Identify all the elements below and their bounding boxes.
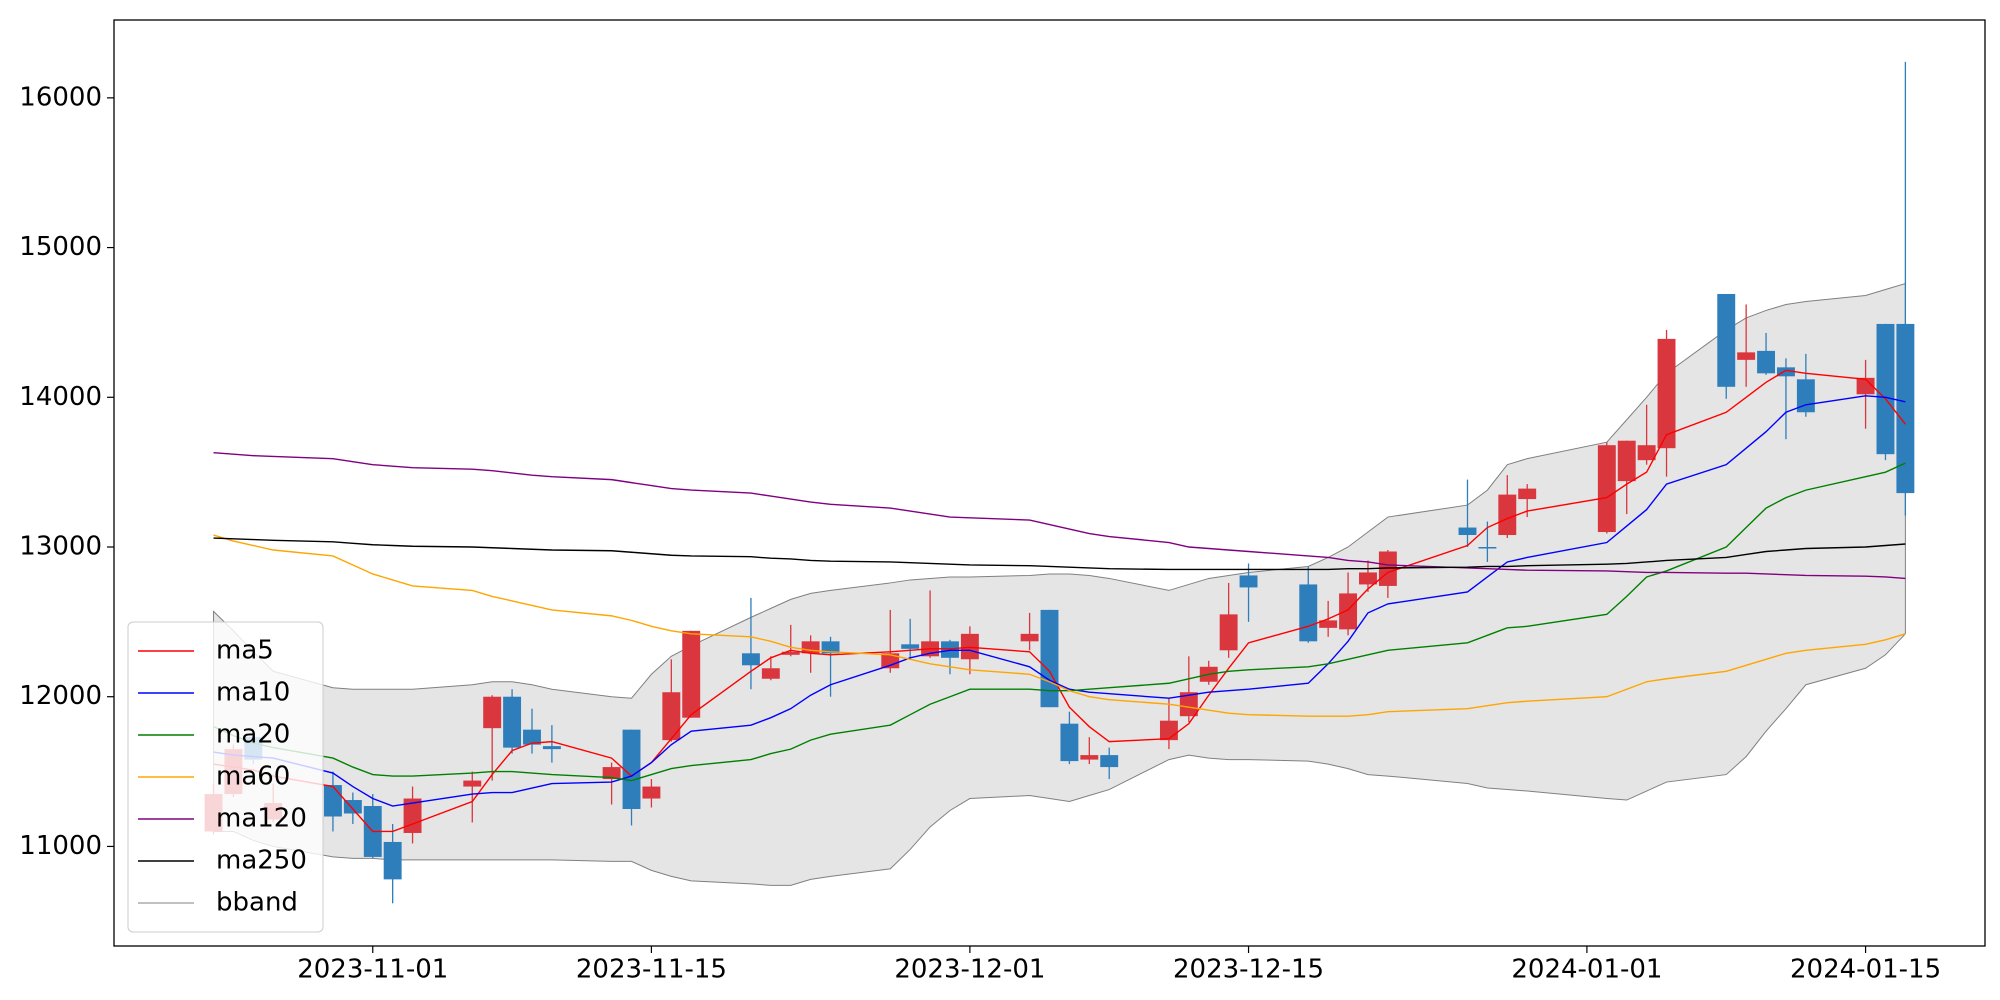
candle-body xyxy=(881,653,900,669)
x-tick-label: 2024-01-15 xyxy=(1790,955,1941,985)
candle-body xyxy=(1876,323,1895,455)
ma-line xyxy=(213,395,1906,807)
candle-body xyxy=(1777,367,1795,377)
candle-body xyxy=(821,641,840,654)
x-tick-label: 2023-12-01 xyxy=(894,955,1045,985)
candle-body xyxy=(1856,377,1875,395)
candle-body xyxy=(741,653,760,666)
legend-label: ma250 xyxy=(216,846,307,876)
candle-body xyxy=(801,641,820,654)
legend-label: ma120 xyxy=(216,804,307,834)
candle-body xyxy=(901,644,920,649)
candle-body xyxy=(781,651,800,655)
candle-body xyxy=(383,841,402,880)
candle-body xyxy=(941,641,959,658)
legend: ma5 ma10 ma20 ma60 ma120 ma250 bband xyxy=(127,621,324,933)
candle-body xyxy=(1339,593,1358,630)
ma-line xyxy=(213,451,1906,580)
candle-body xyxy=(1359,572,1377,585)
candle-body xyxy=(1597,445,1616,533)
candle-body xyxy=(323,785,342,817)
candle-body xyxy=(1239,575,1258,588)
candle-body xyxy=(761,668,780,679)
legend-label: ma60 xyxy=(216,762,290,792)
candle-body xyxy=(1458,527,1477,536)
candle-body xyxy=(503,696,522,748)
candle-body xyxy=(403,798,422,833)
legend-label: ma20 xyxy=(216,720,290,750)
candle-body xyxy=(1040,609,1059,708)
candle-body xyxy=(1896,323,1915,494)
candle-body xyxy=(1757,350,1776,374)
candle-body xyxy=(1219,614,1238,651)
candle-body xyxy=(1378,551,1397,586)
candle-body xyxy=(1080,755,1099,760)
ma-line xyxy=(213,462,1906,782)
candle-body xyxy=(682,630,701,718)
candle-body xyxy=(622,729,641,810)
candle-body xyxy=(1518,488,1537,500)
legend-label: ma10 xyxy=(216,678,290,708)
ma-line xyxy=(213,537,1906,571)
y-tick-label: 16000 xyxy=(19,82,102,112)
candle-body xyxy=(1179,692,1198,717)
candle-body xyxy=(463,780,482,787)
x-tick-label: 2023-11-01 xyxy=(297,955,448,985)
legend-box xyxy=(127,621,324,933)
candle-body xyxy=(1319,620,1338,628)
candle-body xyxy=(1637,445,1656,461)
y-tick-label: 14000 xyxy=(19,382,102,412)
axes-frame xyxy=(113,19,1986,947)
candle-body xyxy=(483,696,502,729)
x-tick-label: 2023-11-15 xyxy=(576,955,727,985)
x-tick-label: 2023-12-15 xyxy=(1173,955,1324,985)
candle-body xyxy=(1299,584,1318,642)
legend-label: bband xyxy=(216,888,298,918)
candle-body xyxy=(1657,338,1676,449)
x-tick-label: 2024-01-01 xyxy=(1511,955,1662,985)
ma-line xyxy=(213,369,1906,833)
candle-body xyxy=(1478,547,1497,549)
candle-body xyxy=(1100,755,1119,768)
candle-body xyxy=(642,786,661,799)
candle-body xyxy=(1498,494,1517,536)
candle-body xyxy=(1737,352,1756,360)
y-tick-label: 13000 xyxy=(19,532,102,562)
candle-body xyxy=(1617,440,1636,482)
candle-body xyxy=(602,767,621,780)
y-tick-label: 11000 xyxy=(19,831,102,861)
y-tick-label: 15000 xyxy=(19,232,102,262)
candle-body xyxy=(1020,633,1039,642)
ma-line xyxy=(213,534,1906,717)
candle-body xyxy=(662,692,681,741)
candle-body xyxy=(523,729,541,745)
candle-body xyxy=(1159,720,1178,741)
candle-body xyxy=(1717,293,1736,387)
candle-body xyxy=(960,633,979,660)
candle-body xyxy=(542,746,561,750)
legend-label: ma5 xyxy=(216,636,274,666)
y-tick-label: 12000 xyxy=(19,681,102,711)
candle-body xyxy=(1060,723,1079,762)
